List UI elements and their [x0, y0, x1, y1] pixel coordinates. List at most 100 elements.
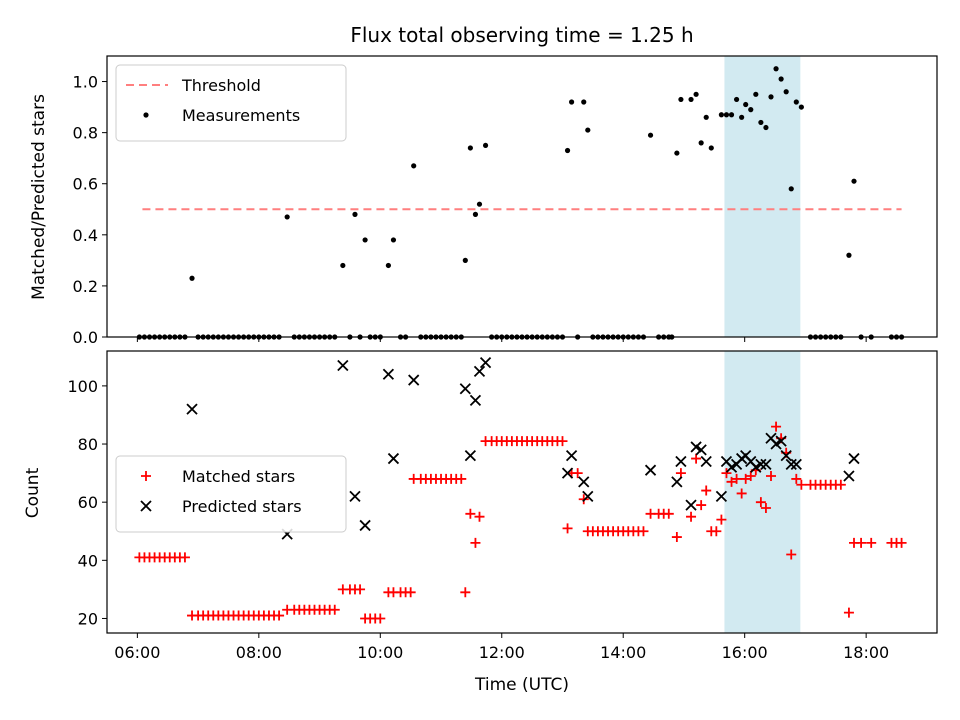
- predicted-star-point: [387, 452, 400, 465]
- predicted-star-point: [644, 464, 657, 476]
- predicted-star-point: [760, 458, 772, 471]
- predicted-star-point: [459, 383, 471, 395]
- predicted-star-point: [775, 435, 787, 447]
- measurement-point: [581, 99, 587, 105]
- matched-star-point: [716, 514, 727, 525]
- top-ylabel: Matched/Predicted stars: [29, 94, 49, 300]
- predicted-star-point: [464, 450, 477, 462]
- legend-label: Threshold: [181, 76, 261, 95]
- y-tick-label: 20: [78, 609, 98, 628]
- matched-star-point: [771, 421, 782, 432]
- measurement-point: [708, 145, 714, 151]
- measurement-point: [467, 145, 473, 151]
- matched-star-point: [731, 473, 742, 484]
- y-tick-label: 0.4: [73, 226, 98, 245]
- matched-star-point: [456, 473, 467, 484]
- predicted-star-point: [349, 490, 361, 502]
- predicted-star-point: [685, 499, 697, 511]
- measurement-point: [793, 99, 799, 105]
- matched-star-point: [760, 502, 771, 513]
- measurement-point: [723, 112, 730, 118]
- bottom-xlabel: Time (UTC): [474, 675, 569, 695]
- predicted-star-point: [848, 452, 860, 465]
- matched-star-point: [405, 587, 416, 598]
- measurement-point: [703, 114, 709, 120]
- x-tick-label: 18:00: [843, 643, 889, 662]
- matched-star-point: [562, 523, 573, 534]
- measurement-point: [773, 66, 779, 72]
- matched-star-point: [866, 537, 877, 548]
- matched-star-point: [671, 532, 682, 543]
- measurement-point: [472, 211, 479, 217]
- y-tick-label: 0.0: [73, 328, 98, 347]
- matched-star-point: [856, 537, 867, 548]
- measurement-point: [390, 237, 397, 243]
- measurement-point: [462, 257, 468, 263]
- measurement-point: [284, 214, 290, 220]
- matched-star-point: [726, 476, 737, 487]
- predicted-star-point: [561, 467, 574, 479]
- x-tick-label: 16:00: [722, 643, 768, 662]
- matched-star-point: [329, 604, 340, 615]
- predicted-star-point: [725, 461, 738, 473]
- legend-label: Matched stars: [182, 467, 295, 486]
- y-tick-label: 100: [67, 377, 98, 396]
- y-tick-label: 0.8: [73, 124, 98, 143]
- predicted-star-point: [337, 359, 349, 372]
- x-tick-label: 10:00: [357, 643, 403, 662]
- y-tick-label: 80: [78, 435, 98, 454]
- legend-label: Predicted stars: [182, 497, 302, 516]
- legend-box: [115, 455, 347, 533]
- matched-star-point: [843, 607, 854, 618]
- matched-star-point: [572, 468, 583, 479]
- predicted-star-point: [408, 374, 420, 386]
- measurement-point: [362, 237, 368, 243]
- matched-star-point: [745, 471, 756, 482]
- legend-label: Measurements: [182, 106, 300, 125]
- measurement-point: [674, 150, 680, 156]
- predicted-star-point: [750, 461, 762, 473]
- y-tick-label: 0.2: [73, 277, 98, 296]
- measurement-point: [733, 96, 740, 103]
- measurement-point: [585, 127, 591, 133]
- matched-star-point: [474, 511, 485, 522]
- measurement-point: [385, 262, 391, 269]
- matched-star-point: [791, 473, 802, 484]
- predicted-star-point: [700, 455, 712, 468]
- predicted-star-point: [695, 444, 707, 456]
- matched-star-point: [755, 497, 766, 508]
- measurement-point: [647, 132, 654, 138]
- y-tick-label: 40: [78, 551, 98, 570]
- predicted-star-point: [565, 450, 578, 462]
- measurement-point: [411, 163, 417, 169]
- legend-measurement-swatch: [143, 112, 149, 118]
- legend-predicted-swatch: [140, 500, 152, 512]
- predicted-star-point: [690, 441, 702, 453]
- measurement-point: [753, 91, 759, 97]
- measurement-point: [788, 186, 794, 192]
- matched-star-point: [638, 526, 649, 537]
- bottom-ylabel: Count: [23, 467, 43, 518]
- predicted-star-point: [785, 458, 797, 471]
- measurement-point: [768, 94, 774, 100]
- matched-star-point: [465, 508, 476, 519]
- matched-star-point: [711, 526, 722, 537]
- axes-frame: [106, 350, 938, 634]
- measurement-point: [718, 112, 725, 118]
- predicted-star-point: [186, 403, 198, 415]
- predicted-star-point: [578, 476, 590, 488]
- x-tick-label: 06:00: [114, 643, 160, 662]
- chart-title: Flux total observing time = 1.25 h: [350, 23, 693, 47]
- matched-star-point: [557, 436, 568, 447]
- matched-star-point: [691, 453, 702, 464]
- matched-star-point: [460, 587, 471, 598]
- measurement-point: [352, 211, 358, 217]
- matched-star-point: [896, 537, 907, 548]
- x-tick-label: 08:00: [236, 643, 282, 662]
- measurement-point: [739, 114, 745, 120]
- measurement-point: [798, 104, 804, 110]
- measurement-point: [482, 142, 489, 149]
- measurement-point: [568, 99, 575, 105]
- predicted-star-point: [790, 458, 802, 471]
